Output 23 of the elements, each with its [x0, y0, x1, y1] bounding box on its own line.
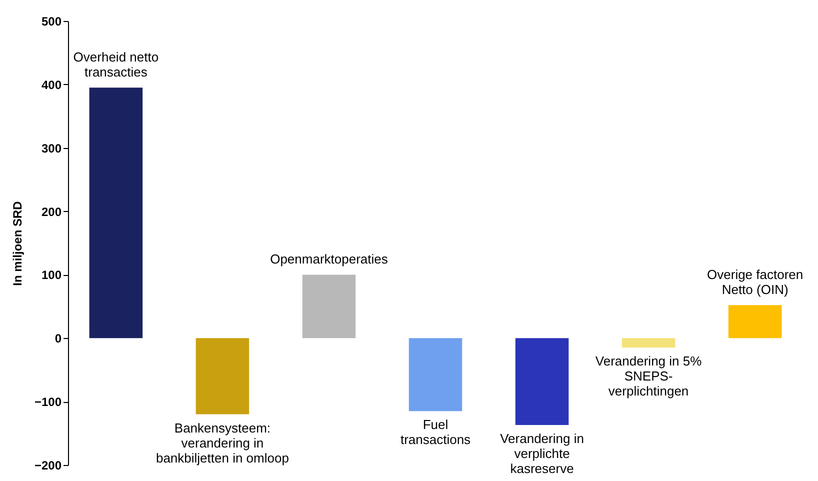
x-tick-label: Fuel transactions	[400, 417, 472, 448]
bar	[622, 338, 676, 348]
bar	[89, 88, 143, 338]
y-axis-title: In miljoen SRD	[10, 200, 24, 286]
y-tick-label: −200	[34, 458, 62, 472]
y-tick-label: 100	[41, 268, 62, 282]
bar	[515, 338, 569, 426]
bar	[302, 274, 356, 338]
bar	[196, 338, 250, 414]
x-tick-label: Verandering in 5% SNEPS- verplichtingen	[595, 354, 702, 399]
y-tick-label: 0	[54, 332, 62, 346]
y-tick-label: 500	[41, 14, 62, 28]
y-tick-label: 300	[41, 141, 62, 156]
bar	[728, 305, 782, 338]
bar	[408, 338, 462, 412]
x-tick-label: Verandering in verplichte kasreserve	[500, 431, 584, 476]
x-tick-label: Overige factoren Netto (OIN)	[707, 267, 804, 298]
y-tick-label: 200	[41, 204, 62, 219]
x-tick-label: Openmarktoperaties	[270, 252, 388, 267]
x-tick-label: Overheid netto transacties	[73, 50, 159, 80]
x-tick-label: Bankensysteem: verandering in bankbiljetten in omloop	[156, 420, 289, 466]
y-tick-label: −100	[34, 395, 62, 410]
y-tick-label: 400	[41, 78, 62, 92]
